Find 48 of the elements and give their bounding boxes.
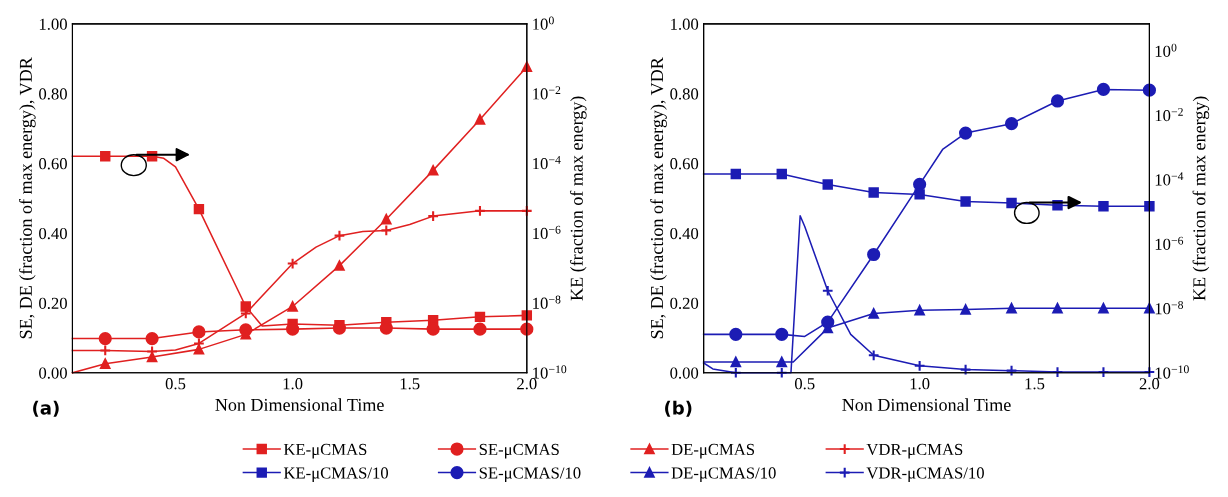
x-tick-label: 2.0 [517, 378, 537, 390]
y2-tick-label: 10$^{−6}$ [533, 225, 561, 240]
y-tick-label: 0.60 [39, 158, 67, 170]
x-tick-label: 1.5 [400, 378, 420, 390]
y-axis-title: SE, DE (fraction of max energy), VDR [650, 57, 667, 339]
y-tick-label: 1.00 [39, 18, 67, 30]
y-tick-label: 0.20 [39, 297, 67, 309]
x-axis-title: Non Dimensional Time [215, 398, 384, 411]
y2-tick-label: 10$^{−2}$ [533, 86, 561, 100]
y2-tick-label: 10$^{0}$ [533, 16, 554, 30]
legend-label: SE-μCMAS/10 [479, 467, 581, 482]
legend-label: VDR-μCMAS [866, 443, 963, 459]
y-tick-label: 0.20 [670, 297, 699, 309]
x-tick-label: 2.0 [1139, 378, 1160, 390]
y-axis-title: SE, DE (fraction of max energy), VDR [19, 57, 36, 339]
y2-axis-title: KE (fraction of max energy) [1192, 96, 1210, 301]
y-tick-label: 0.00 [39, 367, 67, 379]
y-tick-label: 1.00 [671, 18, 699, 30]
x-axis-title: Non Dimensional Time [842, 398, 1011, 411]
legend-label: DE-μCMAS [671, 443, 755, 459]
y2-tick-label: 10$^{−8}$ [1155, 301, 1184, 315]
y2-tick-label: 10$^{−10}$ [533, 365, 567, 379]
y2-tick-label: 10$^{−2}$ [1155, 108, 1183, 122]
y-tick-label: 0.80 [670, 88, 699, 100]
x-tick-label: 0.5 [165, 378, 186, 390]
legend-label: DE-μCMAS/10 [671, 467, 776, 482]
text: (a) [33, 400, 59, 417]
y-tick-label: 0.80 [39, 88, 67, 100]
x-tick-label: 0.5 [794, 378, 815, 390]
y2-tick-label: 10$^{0}$ [1155, 43, 1177, 57]
y2-tick-label: 10$^{−10}$ [1155, 365, 1189, 379]
y2-tick-label: 10$^{−6}$ [1155, 236, 1184, 250]
y2-tick-label: 10$^{−8}$ [533, 295, 561, 309]
x-tick-label: 1.0 [910, 378, 930, 390]
legend-label: KE-μCMAS/10 [283, 467, 389, 482]
x-tick-label: 1.5 [1025, 378, 1045, 390]
legend-label: VDR-μCMAS/10 [866, 467, 984, 482]
x-tick-label: 1.0 [283, 378, 303, 390]
y2-tick-label: 10$^{−4}$ [533, 156, 561, 170]
legend-label: KE-μCMAS [283, 443, 367, 459]
y2-axis-title: KE (fraction of max energy) [569, 96, 587, 301]
y-tick-label: 0.40 [670, 227, 699, 240]
y-tick-label: 0.60 [670, 158, 699, 170]
y-tick-label: 0.00 [670, 367, 699, 379]
y2-tick-label: 10$^{−4}$ [1155, 172, 1184, 186]
y-tick-label: 0.40 [39, 227, 67, 240]
legend-label: SE-μCMAS [479, 443, 559, 459]
text: (b) [665, 400, 692, 417]
